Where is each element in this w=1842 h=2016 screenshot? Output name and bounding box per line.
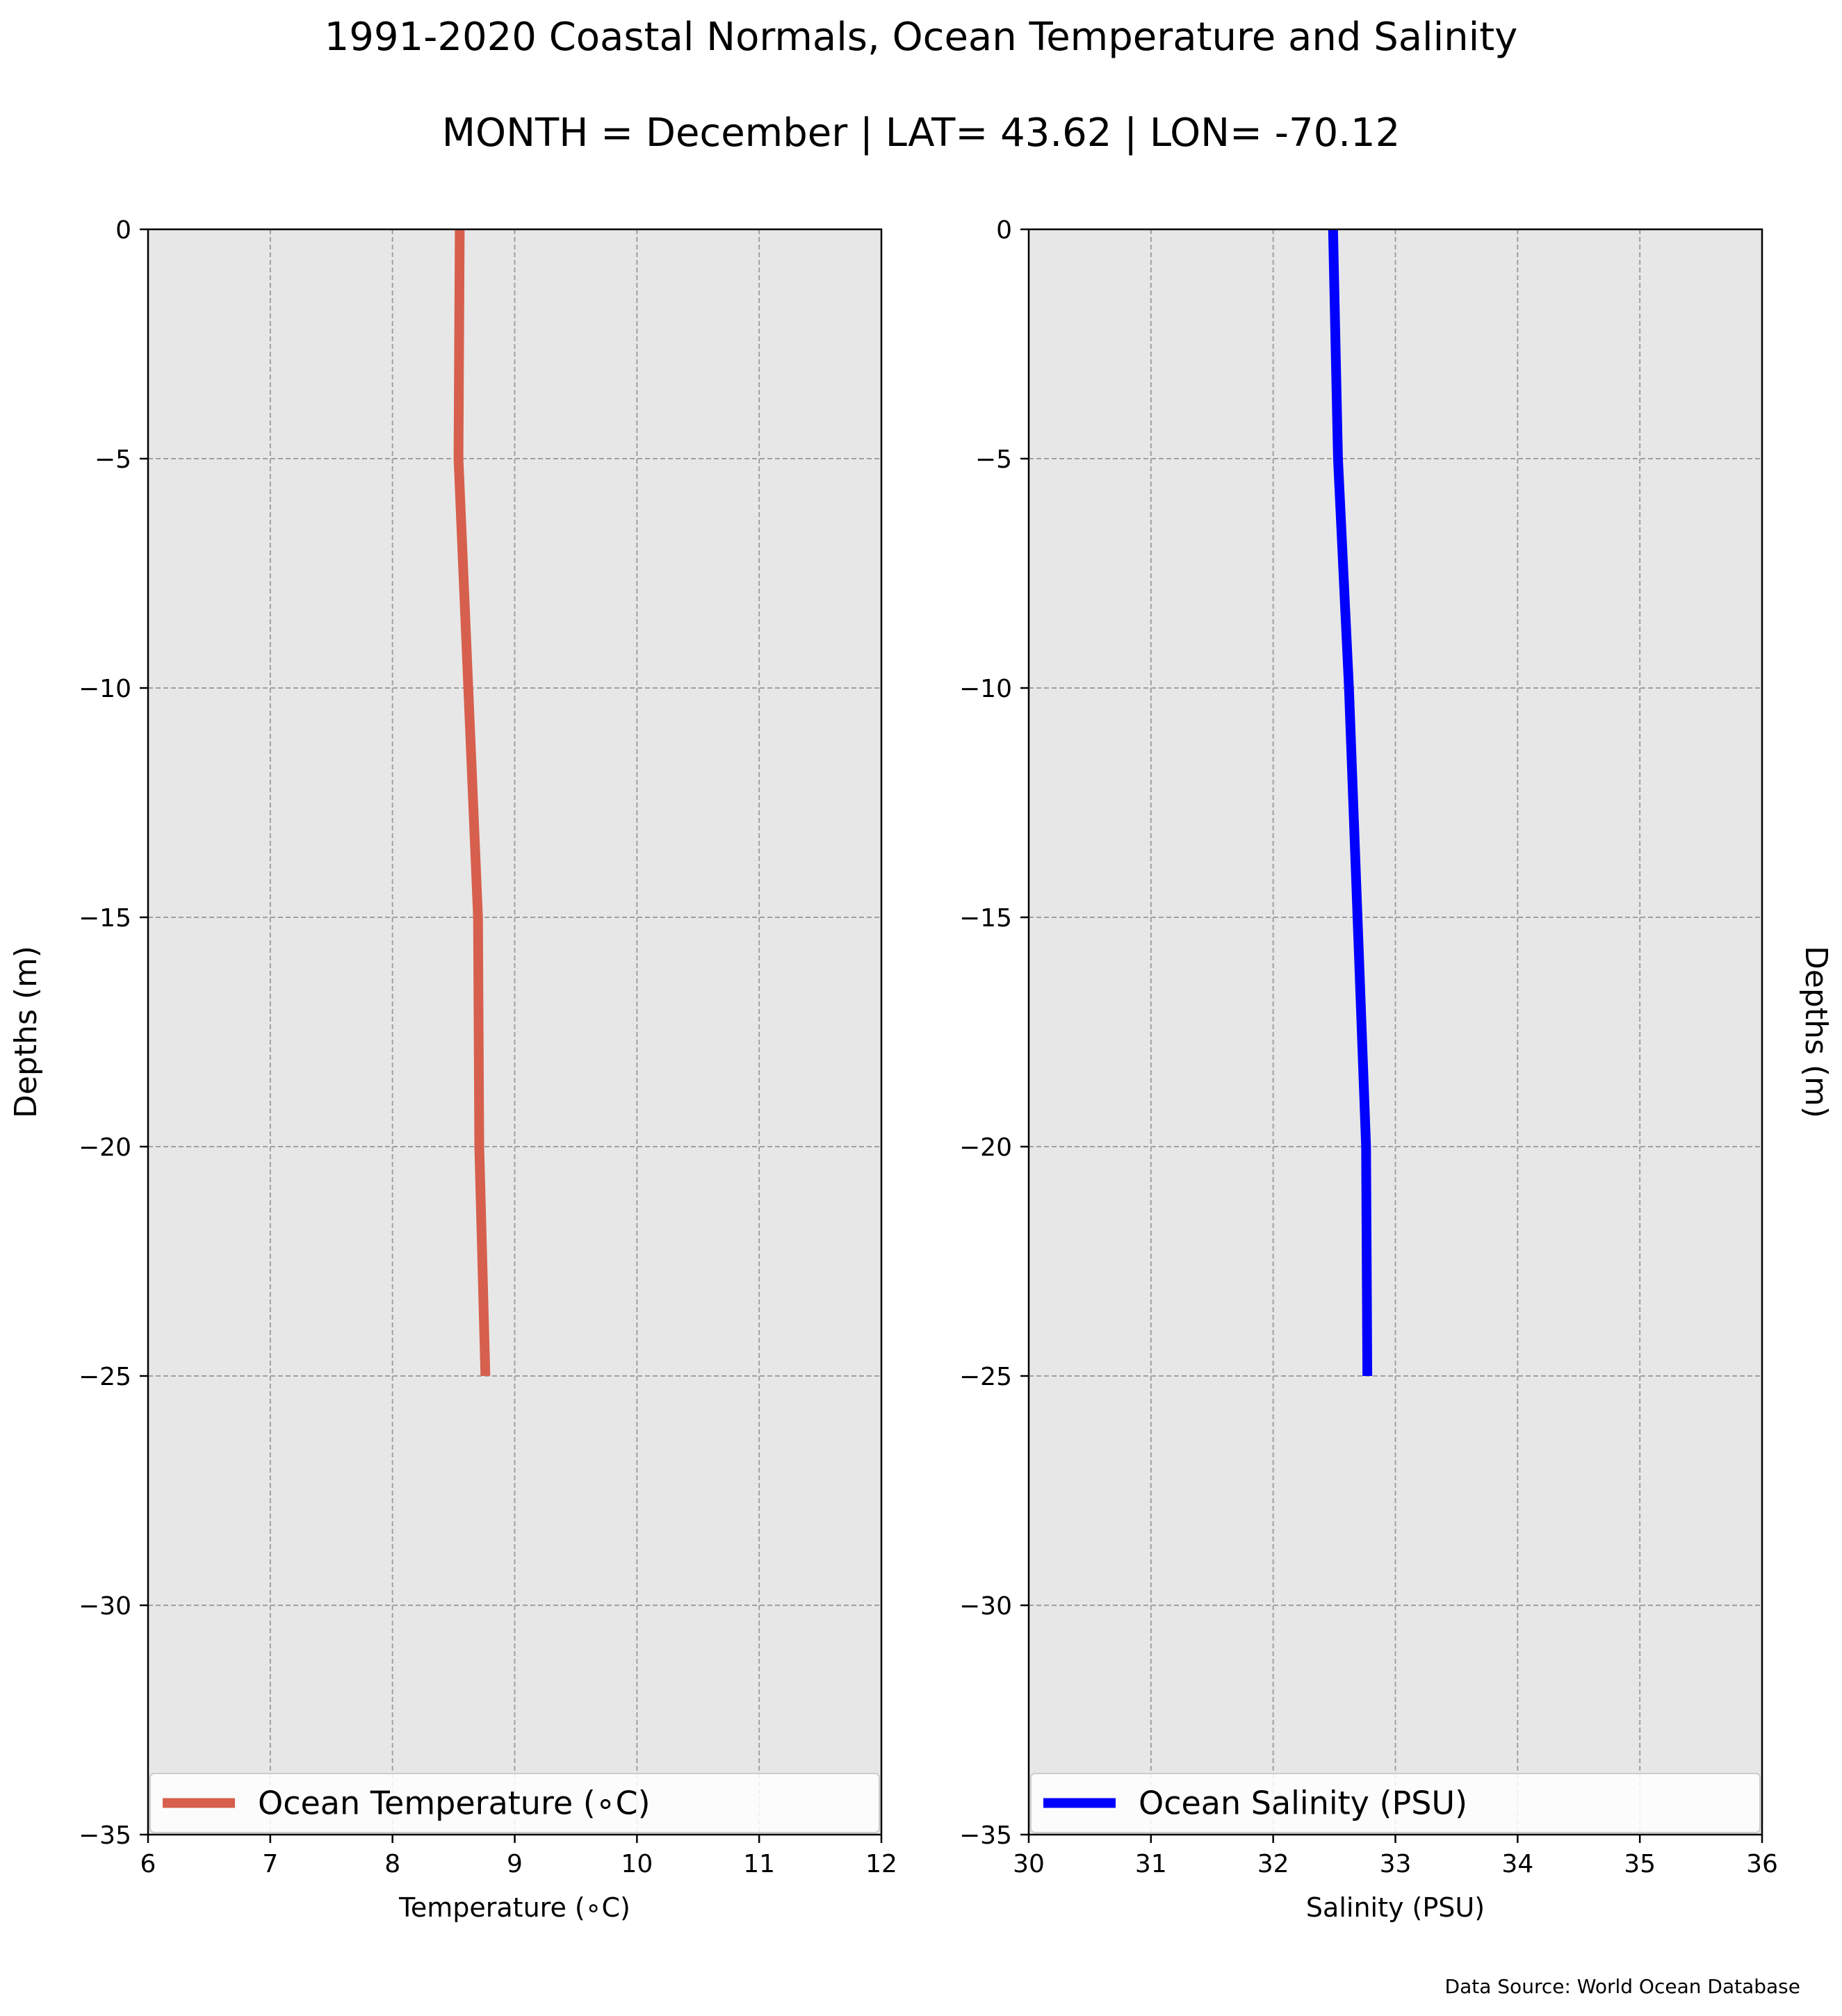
series-line <box>453 229 491 1377</box>
source-note: Data Source: World Ocean Database <box>1445 1975 1800 1998</box>
chart-title: 1991-2020 Coastal Normals, Ocean Tempera… <box>325 15 1518 60</box>
x-tick-label: 31 <box>1135 1850 1167 1878</box>
x-tick-label: 7 <box>262 1850 278 1878</box>
y-tick-label: −30 <box>959 1592 1012 1621</box>
y-tick-label: −5 <box>975 445 1012 474</box>
y-tick-label: −15 <box>959 904 1012 933</box>
x-tick-label: 12 <box>865 1850 897 1878</box>
salinity-panel: Ocean Salinity (PSU) 30 31 32 33 34 35 36 0 −5 −10… <box>959 216 1834 1923</box>
x-axis-label: Salinity (PSU) <box>1306 1892 1485 1923</box>
x-tick-label: 30 <box>1013 1850 1045 1878</box>
legend-box <box>1030 1773 1761 1833</box>
y-tick-label: 0 <box>115 216 131 245</box>
y-tick-label: −10 <box>79 675 131 703</box>
legend-label: Ocean Temperature (∘C) <box>258 1785 651 1822</box>
chart-subtitle: MONTH = December | LAT= 43.62 | LON= -70… <box>442 110 1401 156</box>
series-line <box>1328 229 1373 1377</box>
y-tick-label: −20 <box>959 1133 1012 1162</box>
x-axis-label: Temperature (∘C) <box>398 1892 630 1923</box>
legend-label: Ocean Salinity (PSU) <box>1139 1785 1467 1822</box>
x-tick-label: 11 <box>743 1850 775 1878</box>
y-tick-label: −10 <box>959 675 1012 703</box>
x-tick-label: 35 <box>1624 1850 1656 1878</box>
legend-box <box>149 1773 880 1833</box>
y-tick-label: −30 <box>79 1592 131 1621</box>
temperature-panel: Ocean Temperature (∘C) 6 7 8 9 10 11 12 0 −5 −10 −1… <box>8 216 897 1923</box>
y-tick-label: −5 <box>95 445 131 474</box>
y-tick-label: 0 <box>996 216 1012 245</box>
x-tick-label: 34 <box>1501 1850 1533 1878</box>
x-tick-label: 9 <box>507 1850 523 1878</box>
x-tick-label: 8 <box>384 1850 400 1878</box>
x-tick-label: 32 <box>1257 1850 1289 1878</box>
x-tick-label: 33 <box>1380 1850 1412 1878</box>
x-tick-label: 6 <box>140 1850 156 1878</box>
y-axis-label: Depths (m) <box>1798 946 1834 1118</box>
y-tick-label: −25 <box>79 1363 131 1391</box>
y-tick-label: −15 <box>79 904 131 933</box>
x-tick-label: 10 <box>621 1850 653 1878</box>
y-tick-label: −25 <box>959 1363 1012 1391</box>
y-tick-label: −35 <box>959 1821 1012 1850</box>
x-tick-label: 36 <box>1746 1850 1778 1878</box>
y-tick-label: −20 <box>79 1133 131 1162</box>
y-axis-label: Depths (m) <box>8 946 44 1118</box>
y-tick-label: −35 <box>79 1821 131 1850</box>
